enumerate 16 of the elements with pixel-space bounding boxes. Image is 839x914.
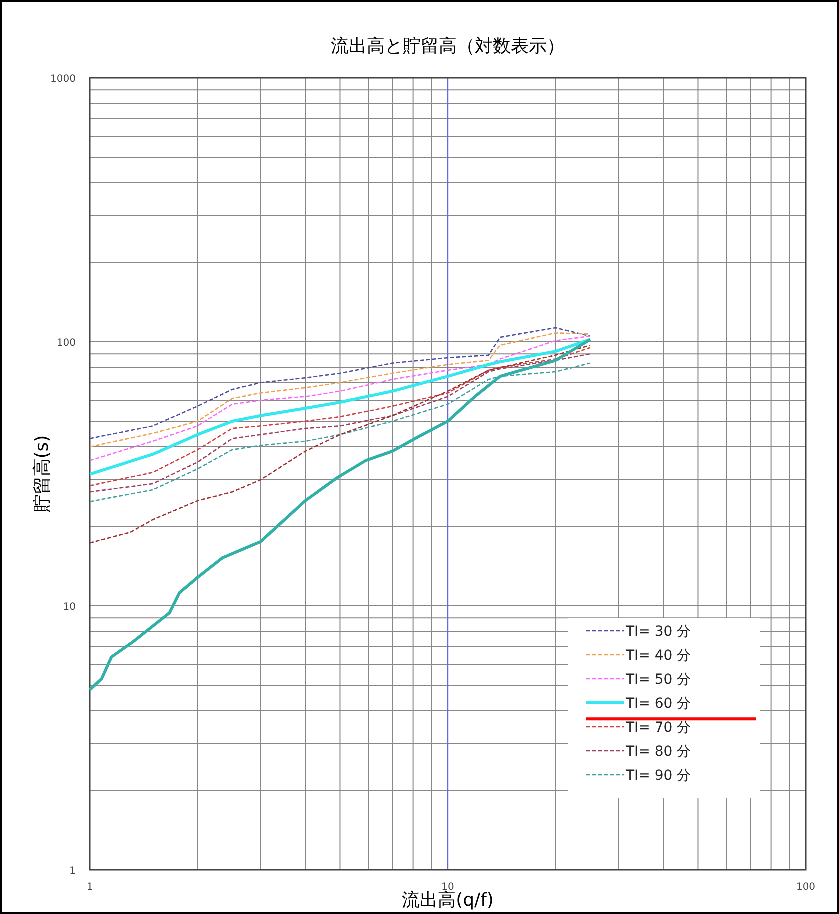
y-tick-label: 100 [56,338,76,349]
legend-label: TI= 90 分 [625,768,692,784]
legend-label: TI= 70 分 [625,720,692,736]
chart-title: 流出高と貯留高（対数表示） [331,36,565,57]
x-axis-title: 流出高(q/f) [402,890,494,911]
legend-label: TI= 30 分 [625,624,692,640]
y-tick-label: 10 [63,602,76,613]
x-tick-label: 1 [86,882,94,893]
legend-label: TI= 40 分 [625,648,692,664]
legend-label: TI= 50 分 [625,672,692,688]
legend-label: TI= 80 分 [625,744,692,760]
y-tick-label: 1 [70,866,76,877]
y-axis-title: 貯留高(s) [32,435,53,513]
legend-label: TI= 60 分 [625,696,692,712]
y-tick-label: 1000 [50,74,76,85]
x-tick-label: 100 [796,882,816,893]
